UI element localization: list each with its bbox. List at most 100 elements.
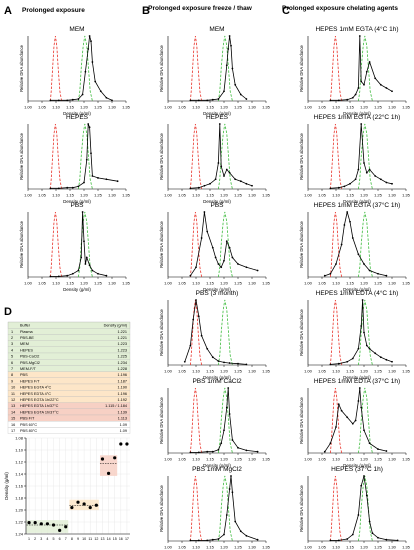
data-point: [357, 253, 360, 256]
data-point: [335, 263, 337, 265]
x-tick-label: 1.05: [318, 281, 327, 286]
x-tick-label: 1.05: [178, 281, 187, 286]
data-point: [211, 98, 214, 101]
x-axis-label: Density (g/ml): [343, 287, 371, 292]
data-point: [379, 356, 382, 359]
y-axis-label-d: Density (g/ml): [4, 472, 9, 500]
x-tick-label: 1.25: [374, 545, 383, 550]
table-cell-density: 1.221: [117, 336, 127, 340]
table-cell-buffer: PBS 80°C: [20, 429, 37, 433]
data-point: [211, 356, 214, 359]
data-point: [365, 171, 368, 174]
reference-curve-green: [218, 299, 233, 366]
data-point: [231, 491, 234, 494]
data-point: [66, 186, 69, 189]
data-point: [223, 533, 225, 536]
data-point: [49, 99, 52, 102]
panel-title-c: Prolonged exposure chelating agents: [282, 5, 398, 12]
data-point: [80, 256, 83, 259]
x-axis-label: Density (g/ml): [203, 199, 231, 204]
data-point: [66, 274, 69, 277]
data-point: [343, 185, 346, 188]
data-point: [88, 264, 91, 267]
x-tick-label: 1.25: [374, 281, 383, 286]
data-point: [329, 539, 332, 542]
data-point: [351, 237, 354, 239]
data-point: [66, 99, 69, 102]
data-point: [225, 168, 228, 171]
data-point: [234, 178, 237, 181]
data-point: [374, 352, 377, 355]
table-cell-density: 1.192: [117, 398, 127, 402]
plot-title: HEPES: [206, 114, 229, 121]
x-tick-label: 1.30: [388, 545, 397, 550]
data-point: [357, 514, 360, 516]
table-cell-number: 5: [11, 355, 13, 359]
plot-title: MEM: [209, 26, 224, 33]
data-point: [85, 158, 88, 161]
x-tick-label: 1.15: [206, 105, 215, 110]
reference-curve-green: [218, 123, 233, 190]
table-cell-number: 10: [11, 386, 15, 390]
plot-c-11: HEPES 1mM EGTA (37°C 1h) 1.00 1.05 1.10 1.15…: [299, 201, 411, 292]
reference-curve-green: [78, 35, 93, 102]
data-point: [57, 275, 60, 278]
plot-b-7: PBS 1mM CaCl2 1.00 1.05 1.10 1.15 1.20 1.25 1.3…: [159, 378, 271, 468]
data-point: [391, 90, 393, 93]
data-point: [228, 246, 231, 249]
scatter-point: [39, 522, 43, 526]
data-point: [231, 67, 234, 70]
y-tick-label-d: 1.10: [15, 447, 24, 452]
data-line: [50, 123, 118, 189]
table-cell-number: 13: [11, 404, 15, 408]
plot-c-13: HEPES 1mM EDTA (37°C 1h) 1.00 1.05 1.10 1.15…: [299, 377, 411, 468]
data-point: [368, 442, 371, 445]
x-tick-label: 1.10: [332, 193, 341, 198]
x-tick-label-d: 9: [77, 537, 79, 541]
data-point: [245, 534, 248, 537]
x-tick-label: 1.00: [164, 545, 173, 550]
data-point: [217, 263, 220, 265]
table-cell-number: 1: [11, 330, 13, 334]
table-cell-density: 1.09: [120, 423, 127, 427]
data-point: [391, 182, 393, 185]
table-cell-buffer: PBS-BE: [20, 336, 34, 340]
scatter-point: [94, 503, 98, 507]
y-tick-label-d: 1.12: [15, 459, 24, 464]
x-tick-label: 1.30: [108, 105, 117, 110]
data-point: [77, 269, 80, 272]
scatter-point: [82, 502, 86, 506]
x-tick-label: 1.35: [122, 193, 131, 198]
x-tick-label-d: 5: [53, 537, 55, 541]
x-tick-label: 1.35: [262, 281, 271, 286]
x-tick-label: 1.15: [346, 369, 355, 374]
data-point: [206, 230, 209, 233]
table-cell-buffer: HEPES EGTA 4°C: [20, 386, 51, 390]
x-tick-label: 1.25: [234, 457, 243, 462]
data-point: [223, 90, 225, 93]
data-point: [211, 538, 214, 541]
table-cell-density: 1.234: [117, 361, 127, 365]
x-tick-label-d: 12: [94, 537, 98, 541]
data-point: [340, 409, 343, 412]
data-point: [203, 184, 206, 187]
x-tick-label: 1.05: [318, 105, 327, 110]
table-cell-buffer: HEPES: [20, 348, 33, 352]
data-point: [374, 77, 377, 80]
data-point: [228, 488, 231, 490]
plot-title: HEPES: [66, 114, 89, 121]
x-tick-label: 1.10: [332, 105, 341, 110]
x-axis-label: Density (g/ml): [203, 375, 231, 380]
data-point: [57, 187, 60, 190]
x-tick-label: 1.05: [38, 193, 47, 198]
data-line: [330, 123, 393, 189]
x-tick-label: 1.05: [318, 545, 327, 550]
table-cell-number: 7: [11, 367, 13, 371]
data-point: [77, 185, 80, 188]
data-point: [363, 475, 365, 477]
plot-title: HEPES 1mM EDTA (4°C 1h): [316, 289, 399, 297]
x-tick-label: 1.05: [178, 369, 187, 374]
x-tick-label: 1.20: [220, 545, 229, 550]
data-point: [256, 269, 259, 272]
data-point: [360, 484, 363, 487]
